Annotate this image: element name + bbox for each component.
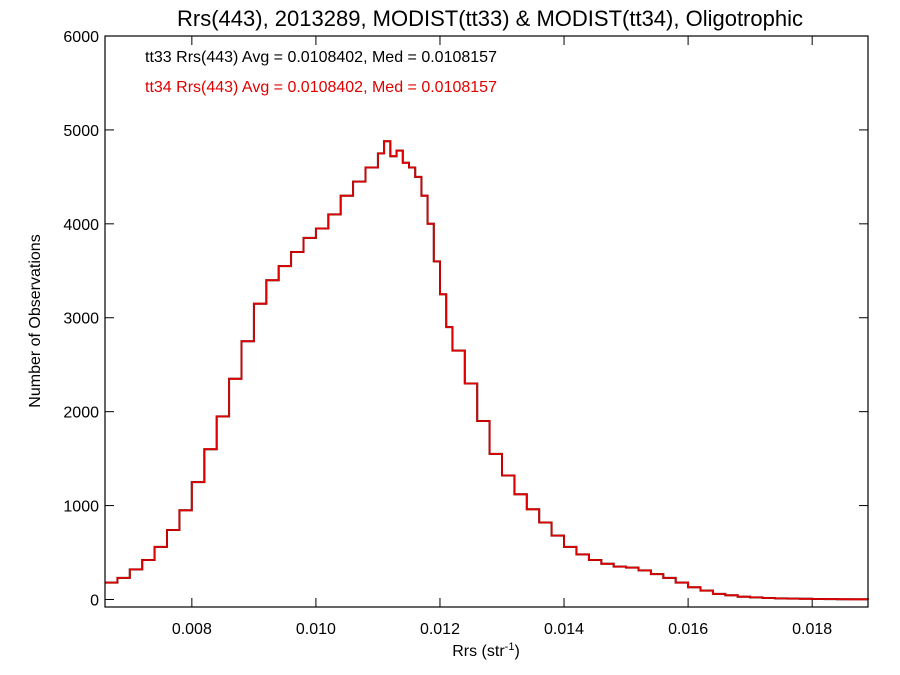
x-axis-label-close: ) — [514, 643, 519, 660]
y-tick-label: 2000 — [63, 405, 99, 422]
annotation-tt33: tt33 Rrs(443) Avg = 0.0108402, Med = 0.0… — [145, 49, 497, 66]
x-tick-label: 0.016 — [668, 621, 708, 638]
x-axis-label-superscript: -1 — [505, 641, 515, 653]
x-axis-label-main: Rrs (str — [452, 643, 505, 660]
y-tick-label: 4000 — [63, 217, 99, 234]
x-tick-label: 0.018 — [792, 621, 832, 638]
y-tick-label: 6000 — [63, 29, 99, 46]
y-tick-label: 5000 — [63, 123, 99, 140]
y-tick-label: 1000 — [63, 499, 99, 516]
series-tt33-line — [105, 140, 869, 601]
y-axis-ticks: 0 1000 2000 3000 4000 5000 6000 — [63, 29, 868, 609]
y-tick-label: 3000 — [63, 311, 99, 328]
chart-title: Rrs(443), 2013289, MODIST(tt33) & MODIST… — [177, 6, 803, 31]
annotation-tt34: tt34 Rrs(443) Avg = 0.0108402, Med = 0.0… — [145, 79, 497, 96]
series-tt34-line — [105, 140, 869, 601]
x-axis-ticks: 0.008 0.010 0.012 0.014 0.016 0.018 — [172, 36, 832, 638]
x-tick-label: 0.010 — [296, 621, 336, 638]
x-axis-label: Rrs (str-1) — [452, 641, 520, 660]
x-tick-label: 0.014 — [544, 621, 584, 638]
plot-frame — [104, 35, 869, 608]
y-axis-label: Number of Observations — [27, 234, 44, 407]
x-tick-label: 0.008 — [172, 621, 212, 638]
y-tick-label: 0 — [90, 592, 99, 609]
x-tick-label: 0.012 — [420, 621, 460, 638]
series-layer — [105, 140, 869, 601]
